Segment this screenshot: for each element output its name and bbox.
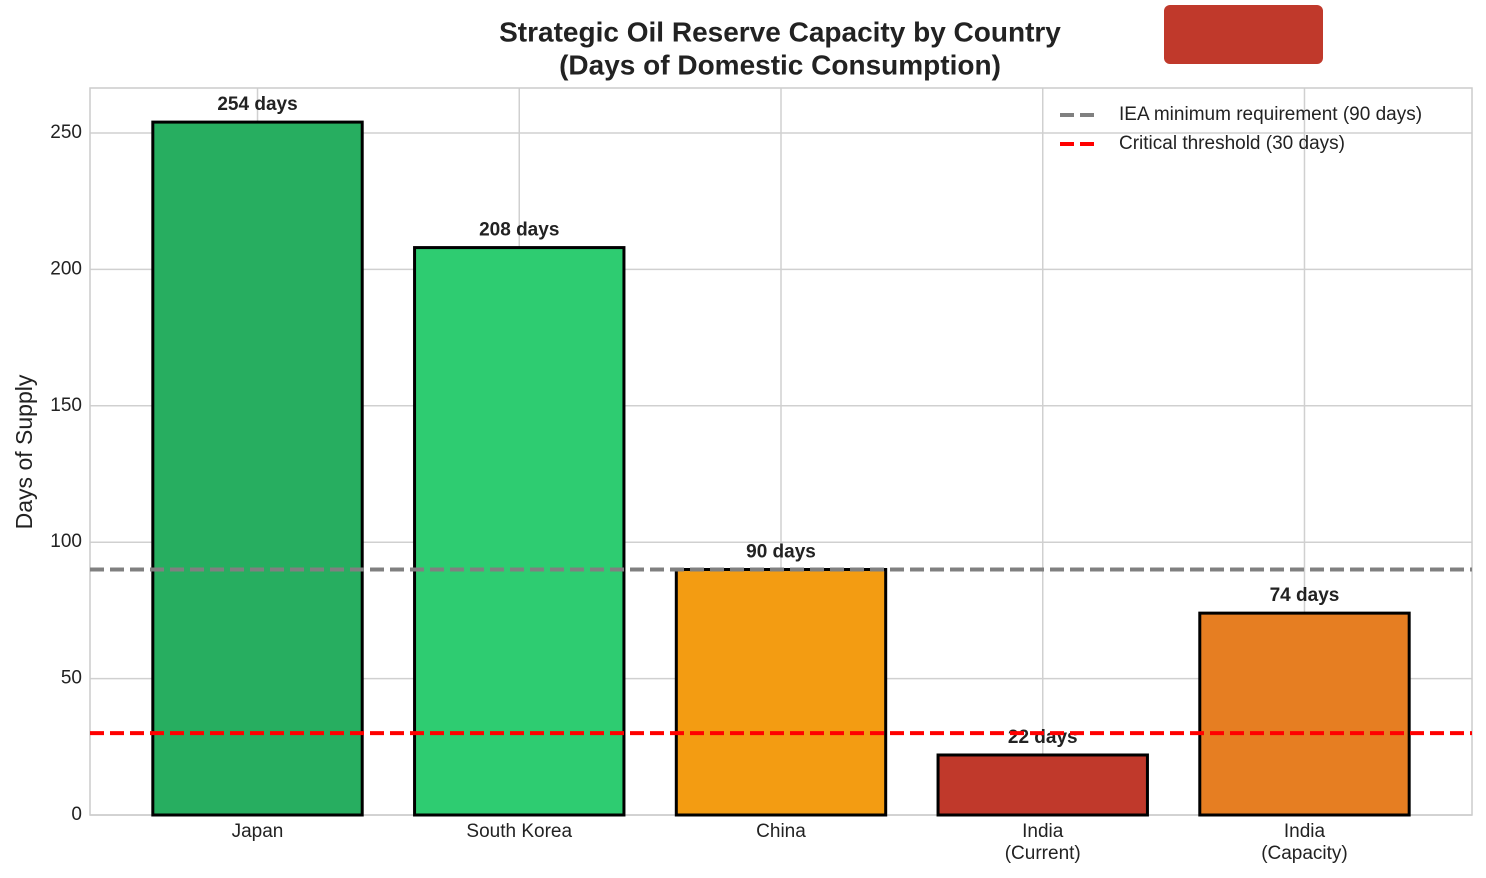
x-tick-label: China xyxy=(756,821,806,842)
y-tick-label: 50 xyxy=(61,668,82,689)
bar xyxy=(674,567,888,817)
legend-label: IEA minimum requirement (90 days) xyxy=(1119,104,1422,125)
decoration-box xyxy=(1164,5,1323,64)
value-label: 74 days xyxy=(1270,585,1340,606)
y-axis-label: Days of Supply xyxy=(11,374,37,529)
x-tick-label: Japan xyxy=(232,821,284,842)
bar xyxy=(151,120,364,817)
chart-title: Strategic Oil Reserve Capacity by Countr… xyxy=(499,16,1061,47)
y-tick-label: 200 xyxy=(50,258,82,279)
chart-subtitle: (Days of Domestic Consumption) xyxy=(559,49,1001,80)
x-tick-label: South Korea xyxy=(466,821,572,842)
bar xyxy=(1198,611,1411,817)
y-tick-label: 150 xyxy=(50,395,82,416)
value-label: 90 days xyxy=(746,541,816,562)
x-tick-label: India (Current) xyxy=(1005,821,1081,864)
bar xyxy=(413,246,626,817)
y-tick-label: 250 xyxy=(50,122,82,143)
value-label: 208 days xyxy=(479,220,559,241)
x-tick-label: India (Capacity) xyxy=(1261,821,1348,864)
legend-label: Critical threshold (30 days) xyxy=(1119,133,1345,154)
bar xyxy=(936,753,1149,817)
value-label: 22 days xyxy=(1008,727,1078,748)
value-label: 254 days xyxy=(217,94,297,115)
y-tick-label: 100 xyxy=(50,531,82,552)
y-tick-label: 0 xyxy=(71,804,82,825)
